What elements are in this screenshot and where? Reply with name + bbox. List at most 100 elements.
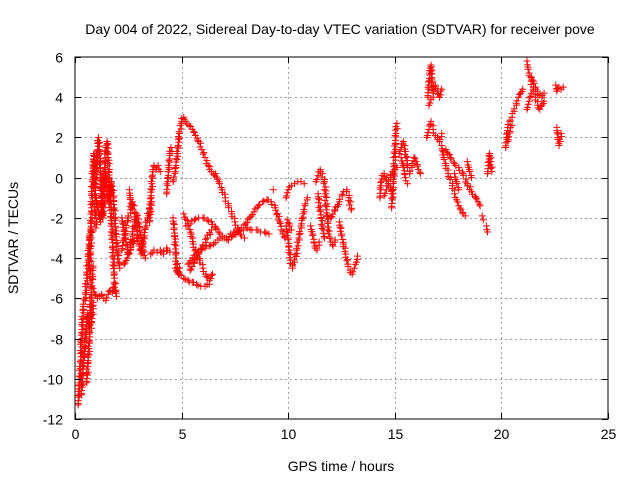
data-point (113, 239, 121, 247)
data-point (171, 240, 179, 248)
data-point (389, 196, 397, 204)
data-point (330, 207, 338, 215)
data-point (286, 250, 294, 258)
data-point (205, 280, 213, 288)
data-point (79, 380, 87, 388)
data-point (92, 224, 100, 232)
data-point (506, 127, 514, 135)
data-point (508, 121, 516, 129)
data-point (287, 226, 295, 234)
data-point (86, 329, 94, 337)
data-point (91, 219, 99, 227)
data-points (74, 57, 567, 409)
data-point (423, 132, 431, 140)
data-point (130, 224, 138, 232)
data-point (174, 143, 182, 151)
data-point (172, 254, 180, 262)
data-point (243, 218, 251, 226)
data-point (110, 271, 118, 279)
data-point (472, 194, 480, 202)
data-point (115, 259, 123, 267)
data-point (88, 302, 96, 310)
data-point (404, 180, 412, 188)
data-point (391, 152, 399, 160)
data-point (101, 163, 109, 171)
data-point (553, 129, 561, 137)
y-tick-label: -8 (51, 332, 64, 348)
data-point (88, 314, 96, 322)
data-point (235, 227, 243, 235)
data-point (193, 136, 201, 144)
data-point (466, 168, 474, 176)
data-point (205, 217, 213, 225)
data-point (115, 252, 123, 260)
data-point (180, 274, 188, 282)
data-point (347, 198, 355, 206)
data-point (454, 198, 462, 206)
data-point (505, 133, 513, 141)
data-point (527, 92, 535, 100)
data-point (261, 228, 269, 236)
data-point (110, 274, 118, 282)
data-point (322, 201, 330, 209)
data-point (530, 79, 538, 87)
data-point (424, 128, 432, 136)
data-point (350, 264, 358, 272)
data-point (83, 360, 91, 368)
data-point (428, 77, 436, 85)
data-point (476, 202, 484, 210)
data-point (165, 157, 173, 165)
data-point (210, 240, 218, 248)
data-point (171, 165, 179, 173)
data-point (206, 230, 214, 238)
data-point (180, 210, 188, 218)
data-point (401, 171, 409, 179)
data-point (517, 89, 525, 97)
data-point (250, 208, 258, 216)
data-point (89, 298, 97, 306)
data-point (429, 93, 437, 101)
data-point (103, 148, 111, 156)
data-point (388, 187, 396, 195)
data-point (487, 158, 495, 166)
data-point (84, 342, 92, 350)
data-point (347, 206, 355, 214)
data-point (309, 232, 317, 240)
data-point (86, 232, 94, 240)
data-point (76, 347, 84, 355)
data-point (315, 196, 323, 204)
data-point (90, 190, 98, 198)
data-point (187, 123, 195, 131)
data-point (120, 260, 128, 268)
data-point (204, 273, 212, 281)
data-point (265, 230, 273, 238)
data-point (468, 174, 476, 182)
y-tick-label: 6 (55, 50, 63, 66)
data-point (388, 194, 396, 202)
data-point (313, 175, 321, 183)
data-point (140, 228, 148, 236)
data-point (120, 228, 128, 236)
data-point (484, 228, 492, 236)
x-axis-label: GPS time / hours (288, 458, 395, 474)
data-point (247, 212, 255, 220)
data-point (466, 183, 474, 191)
data-point (96, 161, 104, 169)
data-point (377, 178, 385, 186)
data-point (190, 216, 198, 224)
data-point (108, 183, 116, 191)
data-point (284, 236, 292, 244)
data-point (320, 234, 328, 242)
data-point (319, 229, 327, 237)
data-point (412, 158, 420, 166)
data-point (199, 150, 207, 158)
data-point (122, 240, 130, 248)
data-point (126, 196, 134, 204)
data-point (242, 220, 250, 228)
data-point (112, 216, 120, 224)
x-tick-label: 10 (281, 426, 297, 442)
data-point (143, 222, 151, 230)
data-point (154, 162, 162, 170)
data-point (538, 101, 546, 109)
